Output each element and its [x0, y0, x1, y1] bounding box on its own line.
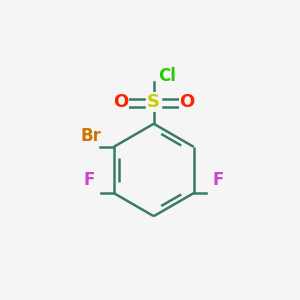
- Text: O: O: [112, 93, 128, 111]
- Text: S: S: [147, 93, 160, 111]
- Text: Br: Br: [81, 128, 102, 146]
- Text: O: O: [180, 93, 195, 111]
- Text: Cl: Cl: [158, 68, 176, 85]
- Text: F: F: [83, 171, 95, 189]
- Text: F: F: [213, 171, 224, 189]
